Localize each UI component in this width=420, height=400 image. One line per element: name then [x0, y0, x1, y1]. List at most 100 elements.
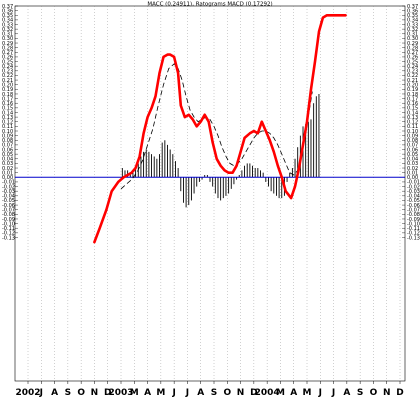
- y-tick-label-right: 0.25: [407, 59, 418, 65]
- x-tick-label: J: [185, 388, 189, 398]
- y-tick-label-left: 0.18: [2, 92, 13, 98]
- x-tick-label: A: [51, 388, 58, 398]
- y-tick-label-left: -0.08: [2, 212, 15, 218]
- y-tick-label-right: 0.03: [407, 161, 418, 167]
- y-tick-label-left: 0.12: [2, 120, 13, 126]
- y-tick-label-right: 0.02: [407, 166, 418, 172]
- y-tick-label-left: 0.22: [2, 73, 13, 79]
- x-tick-label: A: [290, 388, 297, 398]
- y-tick-label-right: -0.11: [407, 226, 420, 232]
- y-tick-label-left: -0.13: [2, 235, 15, 241]
- y-tick-label-left: 0.11: [2, 124, 13, 130]
- y-tick-label-right: 0.13: [407, 115, 418, 121]
- y-tick-label-right: -0.13: [407, 235, 420, 241]
- x-tick-label: O: [370, 388, 378, 398]
- x-tick-label: D: [396, 388, 403, 398]
- y-tick-label-right: -0.01: [407, 180, 420, 186]
- y-tick-label-right: 0.18: [407, 92, 418, 98]
- y-tick-label-left: 0.13: [2, 115, 13, 121]
- y-tick-label-left: 0.04: [2, 157, 13, 163]
- x-tick-label: A: [144, 388, 151, 398]
- x-tick-label: M: [130, 388, 139, 398]
- y-tick-label-right: 0.15: [407, 106, 418, 112]
- x-tick-label: S: [211, 388, 217, 398]
- y-tick-label-right: 0.05: [407, 152, 418, 158]
- y-axis-left: 0.370.360.350.340.330.320.310.300.290.28…: [2, 4, 18, 241]
- y-tick-label-right: 0.22: [407, 73, 418, 79]
- x-tick-label: M: [276, 388, 285, 398]
- y-tick-label-right: -0.09: [407, 217, 420, 223]
- y-tick-label-left: 0.26: [2, 55, 13, 61]
- y-tick-label-right: 0.21: [407, 78, 418, 84]
- macd-line-group: [93, 14, 347, 244]
- y-tick-label-left: -0.01: [2, 180, 15, 186]
- y-tick-label-left: 0.00: [2, 175, 13, 181]
- y-tick-label-left: 0.15: [2, 106, 13, 112]
- y-tick-label-right: 0.07: [407, 143, 418, 149]
- y-axis-right: 0.370.360.350.340.330.320.310.300.290.28…: [402, 4, 420, 241]
- x-tick-label: N: [237, 388, 245, 398]
- y-tick-label-left: 0.33: [2, 22, 13, 28]
- signal-line: [120, 63, 313, 190]
- y-tick-label-right: 0.19: [407, 87, 418, 93]
- y-tick-label-left: 0.34: [2, 18, 13, 24]
- y-tick-label-right: 0.06: [407, 147, 418, 153]
- y-tick-label-right: 0.31: [407, 32, 418, 38]
- y-tick-label-left: 0.06: [2, 147, 13, 153]
- y-tick-label-left: 0.05: [2, 152, 13, 158]
- y-tick-label-left: 0.01: [2, 170, 13, 176]
- y-tick-label-right: 0.36: [407, 8, 418, 14]
- y-tick-label-right: 0.37: [407, 4, 418, 10]
- y-tick-label-left: 0.03: [2, 161, 13, 167]
- y-tick-label-left: 0.32: [2, 27, 13, 33]
- y-tick-label-left: -0.12: [2, 231, 15, 237]
- y-tick-label-left: 0.17: [2, 96, 13, 102]
- y-tick-label-right: -0.10: [407, 221, 420, 227]
- y-tick-label-left: -0.06: [2, 203, 15, 209]
- x-tick-label: O: [77, 388, 85, 398]
- y-tick-label-right: 0.20: [407, 83, 418, 89]
- y-tick-label-left: 0.02: [2, 166, 13, 172]
- y-tick-label-right: 0.24: [407, 64, 418, 70]
- y-tick-label-left: 0.29: [2, 41, 13, 47]
- y-tick-label-right: 0.35: [407, 13, 418, 19]
- x-tick-label: A: [343, 388, 350, 398]
- y-tick-label-right: 0.08: [407, 138, 418, 144]
- y-tick-label-left: 0.24: [2, 64, 13, 70]
- y-tick-label-left: 0.14: [2, 110, 13, 116]
- y-tick-label-right: -0.05: [407, 198, 420, 204]
- y-tick-label-right: -0.02: [407, 184, 420, 190]
- y-tick-label-right: 0.16: [407, 101, 418, 107]
- x-tick-label: N: [91, 388, 99, 398]
- x-tick-label: J: [171, 388, 175, 398]
- y-tick-label-right: 0.33: [407, 22, 418, 28]
- x-tick-label: O: [223, 388, 231, 398]
- plot-frame: [14, 5, 406, 382]
- x-tick-label: 2003: [108, 388, 133, 398]
- x-tick-label: J: [318, 388, 322, 398]
- y-tick-label-right: 0.11: [407, 124, 418, 130]
- y-tick-label-right: 0.14: [407, 110, 418, 116]
- y-tick-label-right: -0.07: [407, 208, 420, 214]
- y-tick-label-left: 0.36: [2, 8, 13, 14]
- y-tick-label-right: 0.28: [407, 45, 418, 51]
- y-tick-label-left: 0.09: [2, 133, 13, 139]
- y-tick-label-left: 0.07: [2, 143, 13, 149]
- y-tick-label-right: -0.08: [407, 212, 420, 218]
- y-tick-label-right: 0.23: [407, 69, 418, 75]
- x-tick-label: J: [331, 388, 335, 398]
- y-tick-label-left: -0.05: [2, 198, 15, 204]
- y-tick-label-left: 0.10: [2, 129, 13, 135]
- macd-line: [93, 14, 347, 244]
- y-tick-label-right: -0.12: [407, 231, 420, 237]
- x-tick-label: M: [303, 388, 312, 398]
- y-tick-label-right: 0.27: [407, 50, 418, 56]
- y-tick-label-right: -0.04: [407, 194, 420, 200]
- y-tick-label-left: 0.19: [2, 87, 13, 93]
- y-tick-label-left: -0.04: [2, 194, 15, 200]
- x-tick-label: J: [39, 388, 43, 398]
- y-tick-label-right: 0.17: [407, 96, 418, 102]
- y-tick-label-right: 0.30: [407, 36, 418, 42]
- x-tick-label: S: [65, 388, 71, 398]
